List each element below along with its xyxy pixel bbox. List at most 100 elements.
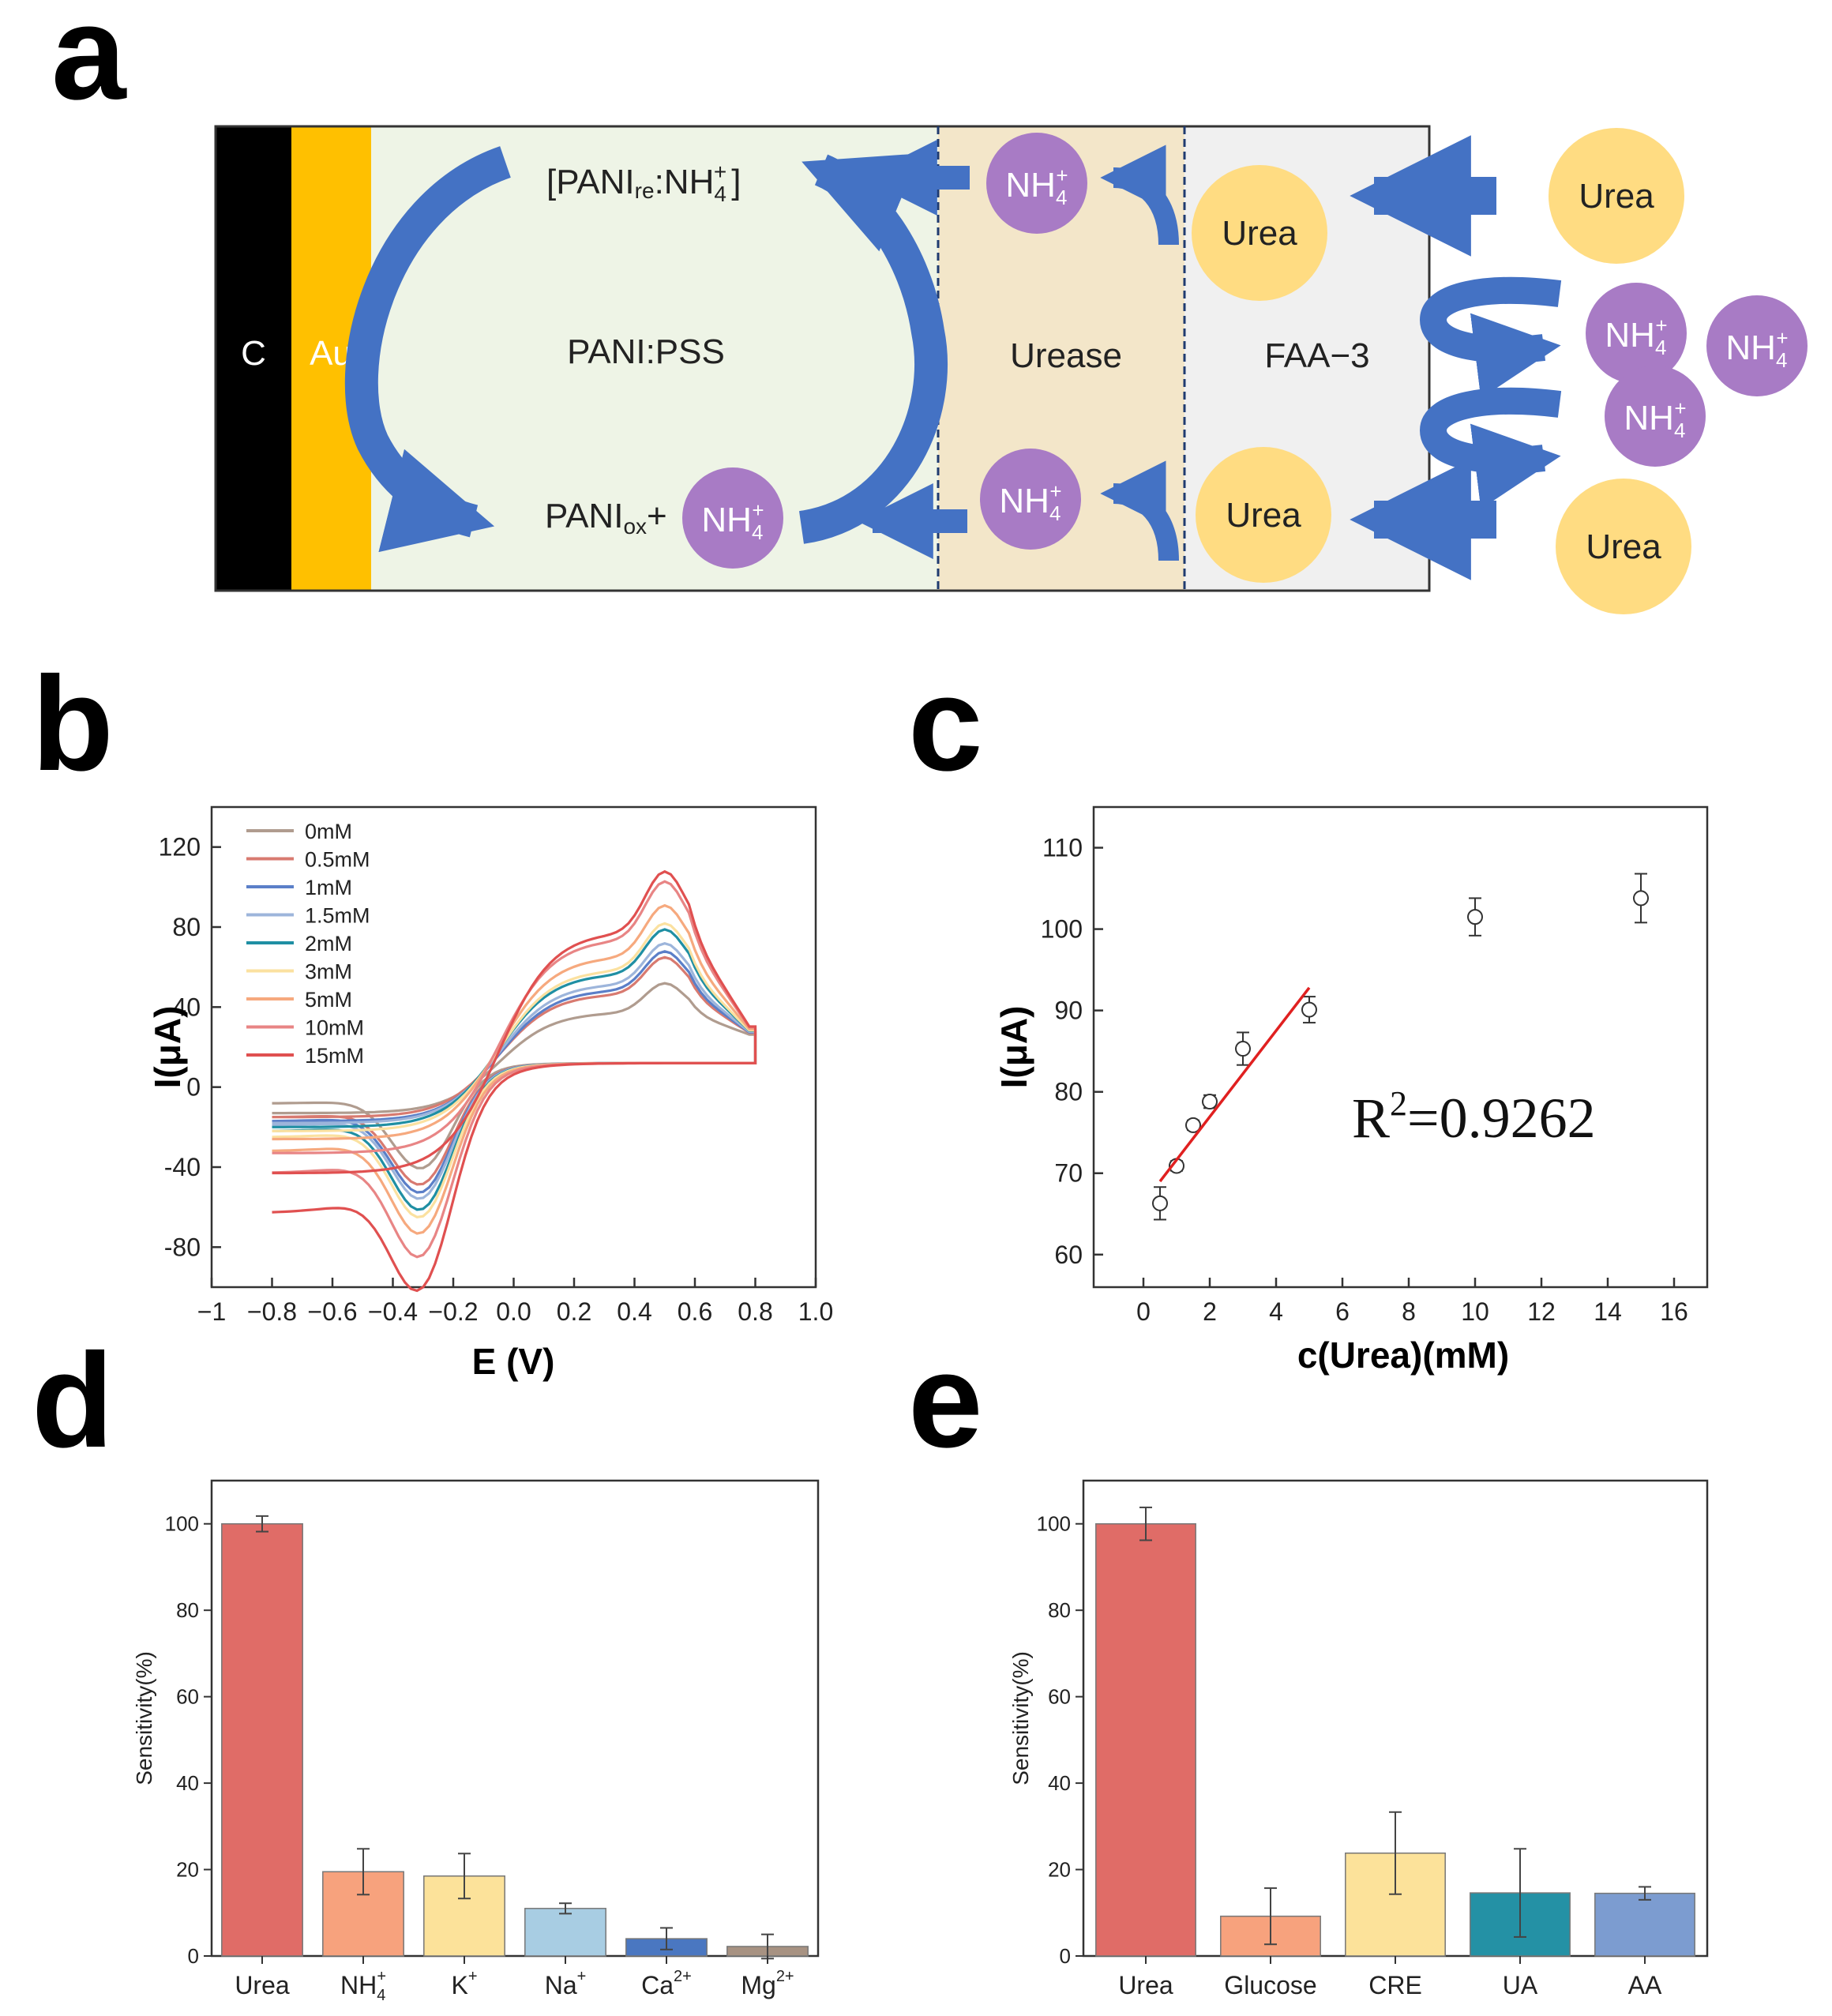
svg-text:NH4+: NH4+ [701,498,764,544]
x-tick-label: 12 [1527,1297,1556,1326]
y-tick-label: 90 [1054,997,1083,1025]
x-axis-ticks: −1 −0.8 −0.6 −0.4 −0.2 0.0 0.2 0.4 0.6 0.8 1.0 [197,1278,833,1326]
reduction-curved-arrow-icon [344,146,512,553]
svg-text:Urea: Urea [1226,496,1301,535]
data-points [1152,873,1649,1221]
x-category-label: Mg2+ [741,1968,794,1999]
x-category-labels: Urea NH4+ K+ Na+ Ca2+ Mg2+ [235,1956,794,2004]
svg-text:Urea: Urea [1222,214,1297,253]
legend-label: 1.5mM [305,904,370,928]
x-tick-label: −0.8 [247,1297,297,1326]
x-tick-label: −0.2 [428,1297,478,1326]
x-tick-label: 0.6 [678,1297,712,1326]
legend-label: 10mM [305,1016,364,1040]
y-tick-label: 100 [1041,915,1083,944]
y-tick-label: 40 [172,993,201,1021]
urea-circle-faa-top: Urea [1192,165,1327,301]
plot-frame [1092,805,1709,1289]
legend: 0mM 0.5mM 1mM 1.5mM 2mM 3mM 5mM 10mM 15mM [246,820,370,1068]
y-tick-label: 40 [176,1771,199,1795]
legend-label: 15mM [305,1044,364,1068]
bar [221,1522,303,1957]
data-point [1467,909,1483,925]
nh4-circle-outside-2: NH4+ [1706,295,1808,396]
gold-label: Au [310,334,352,373]
data-point [1235,1041,1251,1057]
data-point [1185,1117,1201,1133]
y-tick-label: 80 [1048,1598,1071,1622]
panel-label-d: d [32,1326,114,1476]
reduced-pani-label: [PANIre:NH4+] [546,160,741,206]
y-tick-label: 20 [176,1858,199,1882]
pani-pss-label: PANI:PSS [567,332,725,371]
y-tick-label: 100 [165,1512,199,1536]
y-tick-label: 70 [1054,1159,1083,1188]
y-tick-label: 110 [1042,834,1083,862]
x-category-labels: Urea Glucose CRE UA AA [1118,1956,1662,1999]
legend-label: 0mM [305,820,352,843]
urea-circle-outside-top: Urea [1549,128,1684,264]
x-tick-label: −0.6 [307,1297,357,1326]
y-axis-label: I(μA) [993,1006,1034,1089]
x-category-label: Urea [235,1971,290,1999]
plot-frame [210,805,817,1289]
bar [1095,1522,1196,1957]
x-tick-label: 0.4 [617,1297,651,1326]
y-tick-label: 0 [1060,1944,1071,1968]
x-category-label: Ca2+ [641,1968,692,1999]
y-axis-ticks: 0 20 40 60 80 100 [165,1512,212,1968]
y-axis-label: I(μA) [147,1006,188,1089]
y-tick-label: 120 [159,833,201,862]
y-tick-label: 80 [1054,1078,1083,1106]
arrow-urea-to-nh4-top [1100,145,1179,246]
x-category-label: AA [1628,1971,1662,1999]
cv-curve-15mM [272,869,757,1293]
nh4-circle-urease-top: NH4+ [986,133,1087,234]
cv-curves [272,869,757,1293]
ammonium-outflow-arrow-bottom [1419,387,1562,509]
arrow-urea-to-nh4-bottom [1100,460,1179,561]
selectivity-chart-panel-d: 0 20 40 60 80 100 Urea NH4+ K+ Na+ Ca2+ Mg2+ Sensi… [132,1479,820,2004]
cv-chart-panel-b: −1 −0.8 −0.6 −0.4 −0.2 0.0 0.2 0.4 0.6 0.8 1.0 -80… [147,805,833,1382]
bar [524,1908,606,1957]
svg-text:Urea: Urea [1586,527,1661,566]
y-tick-label: 100 [1037,1512,1071,1536]
x-category-label: NH4+ [340,1968,386,2004]
panel-label-c: c [908,649,983,799]
carbon-label: C [241,334,266,373]
x-tick-label: 0.2 [557,1297,591,1326]
svg-text:NH4+: NH4+ [1005,163,1068,209]
y-tick-label: 20 [1048,1858,1071,1882]
x-category-label: Na+ [545,1968,587,1999]
x-tick-label: 16 [1660,1297,1688,1326]
sensor-outline [214,125,1431,592]
nh4-circle-urease-bottom: NH4+ [980,449,1081,550]
bar [1594,1892,1695,1957]
data-point [1202,1094,1218,1110]
x-tick-label: 6 [1335,1297,1350,1326]
bars [221,1515,809,1960]
x-tick-label: 4 [1269,1297,1283,1326]
legend-label: 0.5mM [305,848,370,872]
legend-label: 3mM [305,960,352,984]
legend-label: 1mM [305,876,352,899]
x-tick-label: 0.8 [738,1297,772,1326]
y-tick-label: -40 [164,1153,201,1181]
nh4-circle-outside-1: NH4+ [1586,283,1687,384]
x-tick-label: −0.4 [368,1297,418,1326]
x-tick-label: 10 [1461,1297,1489,1326]
oxidized-pani-label: PANIox+ [545,497,667,539]
nh4-circle-outside-3: NH4+ [1605,366,1706,467]
y-tick-label: 60 [1054,1241,1083,1269]
legend-label: 2mM [305,932,352,955]
x-category-label: Glucose [1224,1971,1316,1999]
selectivity-chart-panel-e: 0 20 40 60 80 100 Urea Glucose CRE UA AA Sensitiv… [1008,1479,1709,1999]
plot-frame [210,1479,820,1958]
x-category-label: CRE [1368,1971,1422,1999]
y-tick-label: 80 [172,913,201,941]
ammonium-outflow-arrow-top [1419,276,1562,399]
x-tick-label: 1.0 [798,1297,833,1326]
svg-text:NH4+: NH4+ [1624,396,1686,442]
legend-label: 5mM [305,988,352,1012]
